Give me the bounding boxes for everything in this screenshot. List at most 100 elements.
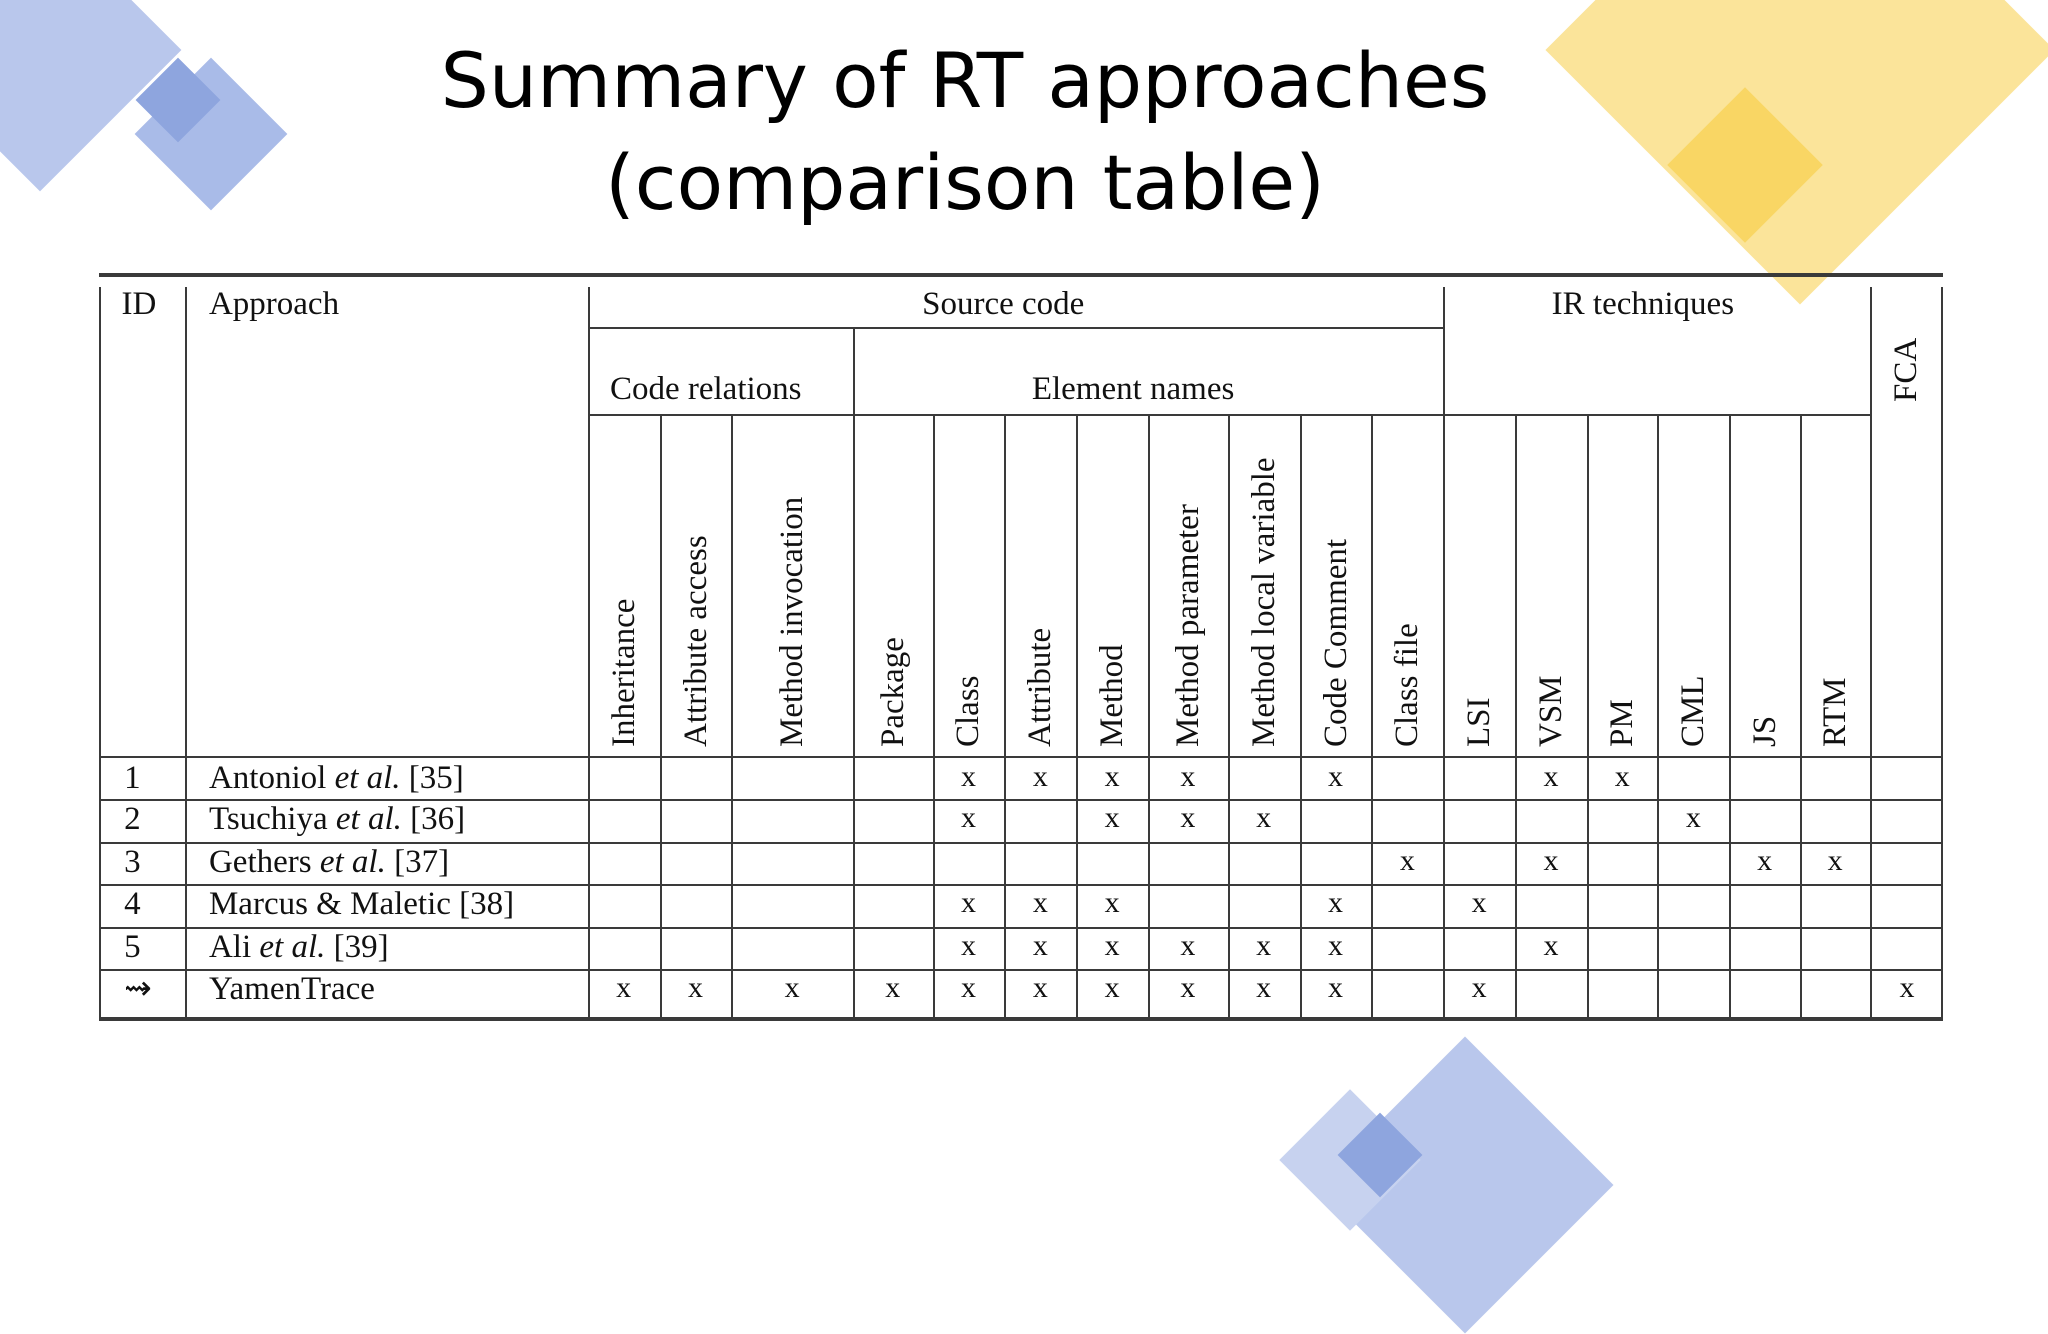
row-approach: YamenTrace (209, 970, 375, 1008)
column-border (1227, 414, 1230, 1018)
check-mark: x (784, 971, 800, 1005)
table-top-rule (99, 272, 1944, 277)
check-mark: x (960, 801, 976, 835)
check-mark: x (1032, 929, 1048, 963)
source-code-header: Source code (922, 285, 1085, 322)
check-mark: x (1328, 971, 1343, 1005)
check-mark: x (1543, 929, 1559, 963)
ir-fca-border (1870, 287, 1873, 1018)
table-left-border (99, 287, 102, 1018)
check-mark: x (1614, 759, 1630, 793)
column-border (1076, 414, 1079, 1018)
approach-et-al: et al. (319, 844, 386, 881)
approach-ref: [35] (408, 759, 464, 796)
approach-et-al: et al. (334, 759, 401, 796)
element-names-header: Element names (1031, 370, 1235, 407)
column-header: CML (1675, 675, 1712, 748)
approach-et-al: et al. (335, 801, 402, 838)
check-mark: x (1180, 929, 1196, 963)
check-mark: x (688, 971, 703, 1005)
approach-author: Marcus & Maletic (208, 886, 451, 923)
column-header: JS (1746, 715, 1783, 748)
ir-techniques-header: IR techniques (1551, 285, 1735, 322)
check-mark: x (1543, 844, 1559, 878)
approach-author: Tsuchiya (208, 801, 328, 838)
check-mark: x (960, 971, 976, 1005)
row-approach: Marcus & Maletic [38] (209, 885, 514, 923)
column-border (1729, 414, 1732, 1018)
check-mark: x (1757, 844, 1773, 878)
column-header: Method invocation (774, 496, 811, 748)
row-approach: Antoniol et al. [35] (209, 759, 464, 797)
approach-ref: [36] (410, 801, 466, 838)
table-row-rule (99, 884, 1944, 887)
check-mark: x (1328, 759, 1343, 793)
column-header: Attribute (1022, 627, 1059, 748)
column-header: RTM (1817, 677, 1854, 748)
column-header: Code Comment (1317, 539, 1354, 748)
check-mark: x (1256, 929, 1272, 963)
row-approach: Gethers et al. [37] (209, 843, 449, 881)
code-relations-header: Code relations (609, 370, 802, 407)
column-border (1371, 414, 1374, 1018)
table-row-rule (99, 927, 1944, 930)
check-mark: x (1256, 801, 1272, 835)
column-border (659, 414, 662, 1018)
check-mark: x (1685, 801, 1701, 835)
relations-names-border (852, 326, 855, 1018)
slide-title: Summary of RT approaches (comparison tab… (0, 30, 1930, 234)
column-header: Attribute access (677, 535, 714, 748)
approach-author: YamenTrace (208, 971, 375, 1008)
approach-author: Antoniol (208, 759, 327, 796)
check-mark: x (960, 886, 976, 920)
approach-author: Ali (208, 929, 252, 966)
check-mark: x (1104, 759, 1120, 793)
approach-ref: [39] (333, 929, 389, 966)
row-id: 2 (124, 801, 141, 838)
row-id: 1 (124, 759, 141, 796)
check-mark: x (616, 971, 632, 1005)
column-border (1004, 414, 1007, 1018)
slide-title-line2: (comparison table) (605, 138, 1325, 227)
check-mark: x (885, 971, 901, 1005)
check-mark: x (1104, 971, 1120, 1005)
check-mark: x (1543, 759, 1559, 793)
column-header: Method parameter (1169, 504, 1206, 748)
column-border (731, 414, 734, 1018)
fca-header: FCA (1888, 338, 1925, 403)
column-header: PM (1604, 699, 1641, 748)
table-bottom-rule (99, 1017, 1944, 1022)
check-mark: x (960, 929, 976, 963)
table-row-rule (99, 842, 1944, 845)
row-approach: Tsuchiya et al. [36] (209, 800, 465, 838)
id-col-border (185, 287, 188, 1018)
column-header: Package (874, 637, 911, 748)
row-id: ⇝ (124, 971, 152, 1008)
column-border (1148, 414, 1151, 1018)
source-ir-border (1443, 287, 1446, 1018)
check-mark: x (960, 759, 976, 793)
check-mark: x (1471, 886, 1487, 920)
table-right-border (1940, 287, 1943, 1018)
row-approach: Ali et al. [39] (209, 928, 389, 966)
check-mark: x (1104, 929, 1120, 963)
table-row-rule (99, 969, 1944, 972)
column-header: Class file (1389, 623, 1426, 748)
row-id: 5 (124, 929, 141, 966)
source-code-group-rule (587, 326, 1444, 329)
check-mark: x (1471, 971, 1487, 1005)
approach-et-al: et al. (259, 929, 326, 966)
check-mark: x (1104, 801, 1120, 835)
column-border (1515, 414, 1518, 1018)
row-id: 4 (124, 886, 141, 923)
check-mark: x (1256, 971, 1272, 1005)
slide-title-line1: Summary of RT approaches (440, 36, 1490, 125)
comparison-table: ID Approach Source code IR techniques Code r… (99, 272, 1944, 1022)
approach-author: Gethers (208, 844, 312, 881)
row-id: 3 (124, 844, 141, 881)
column-header: Method local variable (1245, 457, 1282, 748)
approach-col-border (587, 287, 590, 1018)
column-border (1799, 414, 1802, 1018)
column-header: VSM (1533, 675, 1570, 748)
approach-header: Approach (208, 285, 340, 322)
